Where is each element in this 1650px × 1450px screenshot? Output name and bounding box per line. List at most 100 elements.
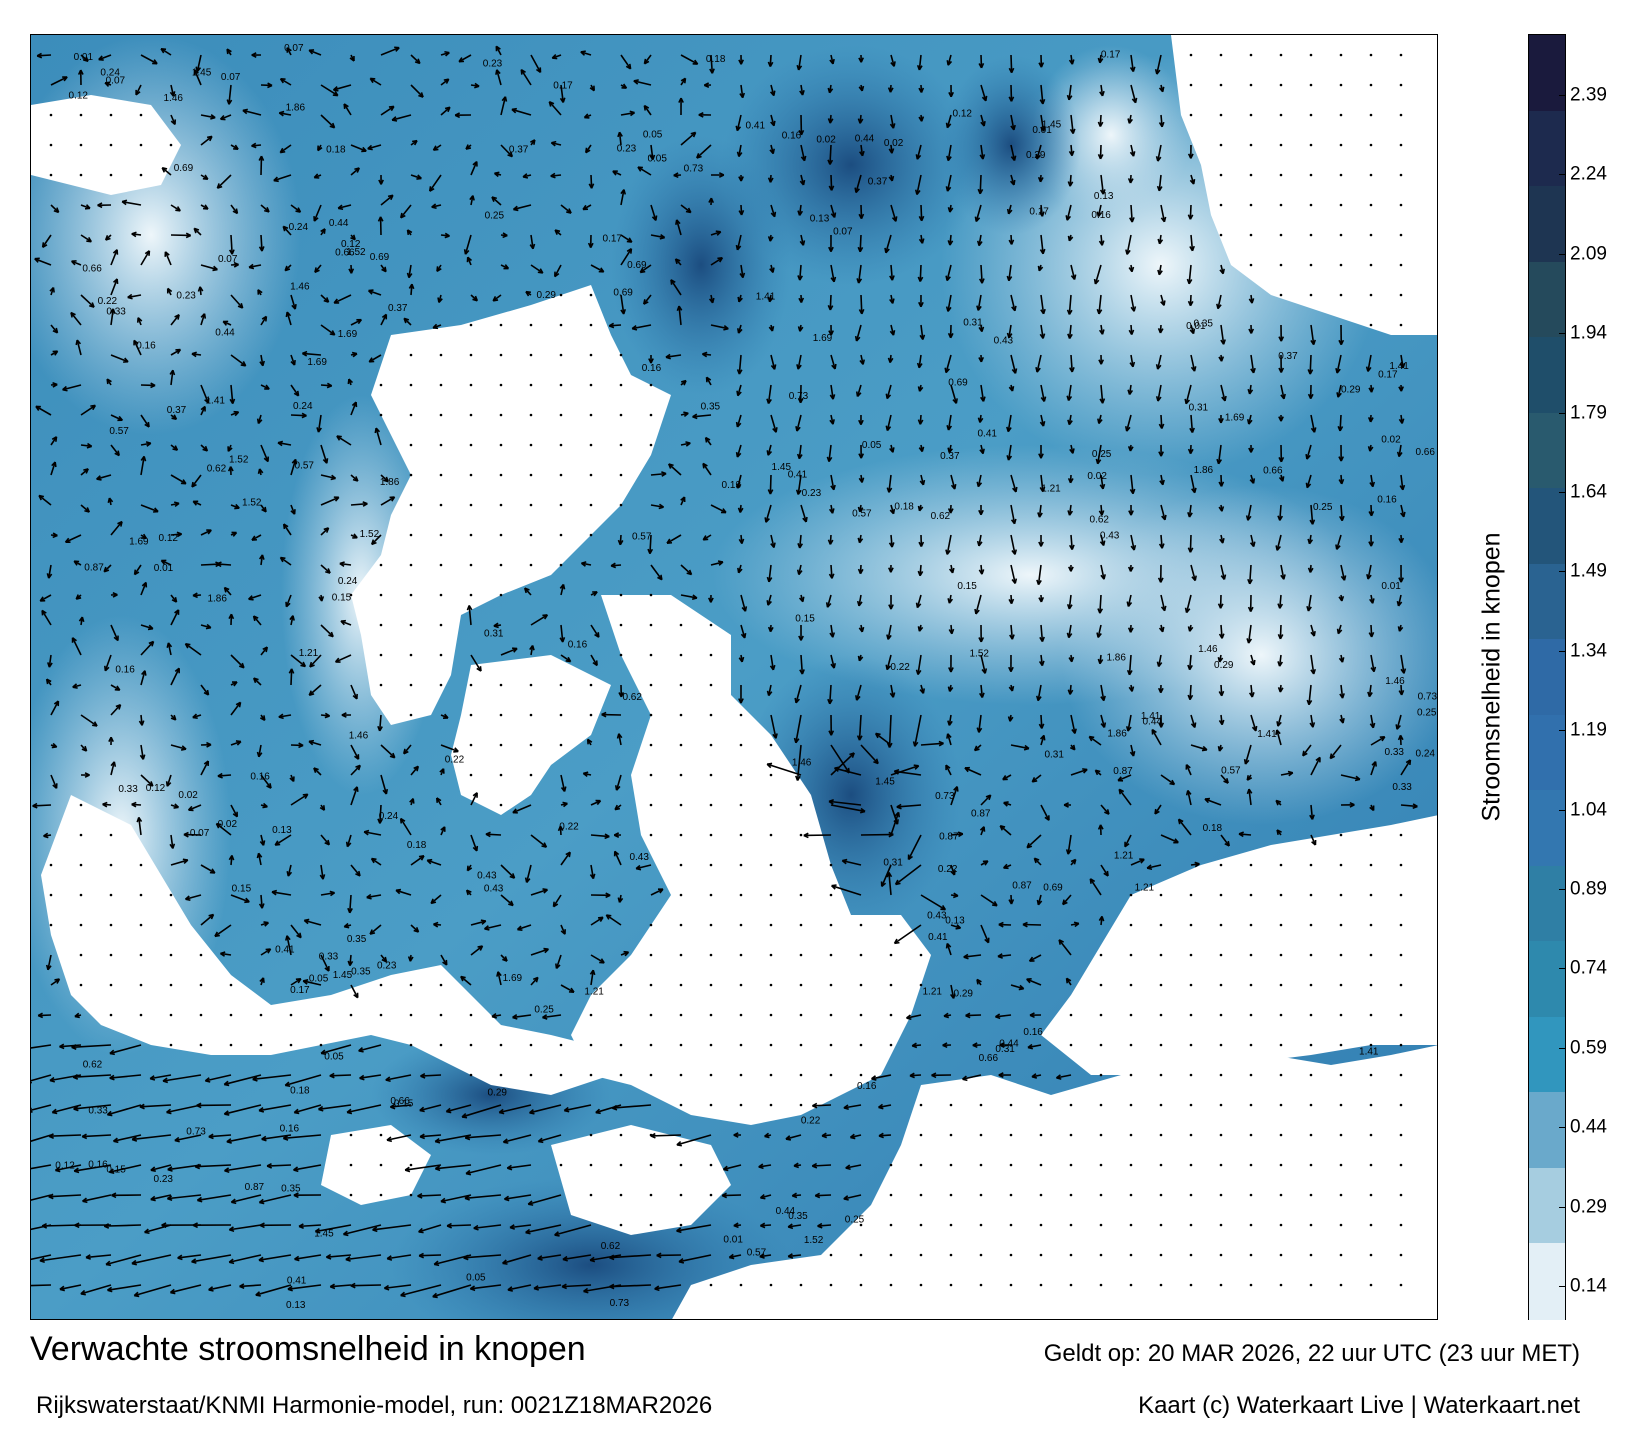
current-arrow-shaft xyxy=(350,144,367,152)
map-canvas[interactable]: 0.440.370.430.620.160.070.120.130.250.16… xyxy=(31,35,1438,1320)
current-arrow-head xyxy=(233,410,240,417)
current-arrow-head xyxy=(436,266,442,272)
current-arrow-head xyxy=(767,296,774,303)
current-arrow-head xyxy=(32,802,38,809)
current-arrow-head xyxy=(1129,488,1136,495)
current-arrow-head xyxy=(609,1254,615,1261)
speed-value-label: 0.73 xyxy=(186,1127,206,1138)
current-arrow-head xyxy=(173,501,180,508)
current-arrow-head xyxy=(378,179,384,185)
current-arrow-shaft xyxy=(31,1104,52,1112)
speed-value-label: 1.46 xyxy=(290,282,310,293)
current-arrow-head xyxy=(1185,789,1192,796)
current-arrow-head xyxy=(290,509,296,515)
land-grid-dot xyxy=(409,623,413,627)
current-arrow-head xyxy=(259,360,265,367)
land-grid-dot xyxy=(1399,113,1403,117)
current-arrow-head xyxy=(59,1285,65,1292)
current-arrow-shaft xyxy=(537,1254,562,1260)
current-arrow-head xyxy=(108,736,114,743)
legend-segment xyxy=(1529,1092,1565,1169)
current-speed-map[interactable]: 0.44 0.37 0.43 0.62 0.16 0.07 0.12 0.13 0.25 0.16… xyxy=(30,34,1438,1320)
current-arrow-head xyxy=(343,922,350,929)
current-arrow-shaft xyxy=(410,54,421,64)
current-arrow-head xyxy=(164,251,170,257)
current-arrow-head xyxy=(480,919,487,925)
current-arrow-head xyxy=(998,921,1004,928)
current-arrow-shaft xyxy=(1010,54,1013,73)
current-arrow-shaft xyxy=(1335,534,1342,550)
current-arrow-head xyxy=(1247,388,1254,395)
current-arrow-head xyxy=(377,216,384,222)
current-arrow-shaft xyxy=(290,668,293,686)
current-arrow-head xyxy=(554,271,560,278)
current-arrow-shaft xyxy=(380,46,400,56)
current-arrow-head xyxy=(530,139,536,145)
current-arrow-head xyxy=(333,298,340,304)
current-arrow-head xyxy=(917,276,924,282)
land-grid-dot xyxy=(1339,923,1343,927)
land-grid-dot xyxy=(1099,1043,1103,1047)
current-arrow-head xyxy=(758,1163,764,1170)
current-arrow-head xyxy=(400,212,406,219)
current-arrow-shaft xyxy=(110,761,116,776)
current-arrow-shaft xyxy=(538,1134,562,1143)
current-arrow-shaft xyxy=(916,594,922,608)
current-arrow-shaft xyxy=(280,78,292,86)
current-arrow-shaft xyxy=(589,1254,622,1262)
current-arrow-head xyxy=(202,174,209,180)
current-arrow-head xyxy=(525,290,531,297)
current-arrow-shaft xyxy=(797,54,802,71)
current-arrow-head xyxy=(1127,118,1133,124)
land-grid-dot xyxy=(1189,113,1193,117)
current-arrow-shaft xyxy=(995,1014,1012,1018)
land-grid-dot xyxy=(1339,233,1343,237)
current-arrow-shaft xyxy=(110,444,120,457)
current-arrow-head xyxy=(618,692,625,698)
current-arrow-head xyxy=(537,268,544,274)
land-grid-dot xyxy=(1369,863,1373,867)
current-arrow-shaft xyxy=(110,624,119,641)
land-grid-dot xyxy=(1309,1133,1313,1137)
legend-tick-mark xyxy=(1559,174,1566,176)
current-arrow-head xyxy=(1125,249,1131,255)
land-grid-dot xyxy=(649,683,653,687)
current-arrow-head xyxy=(432,1292,438,1299)
current-arrow-shaft xyxy=(650,472,667,476)
speed-value-label: 0.16 xyxy=(280,1124,300,1135)
land-grid-dot xyxy=(1399,923,1403,927)
current-arrow-shaft xyxy=(96,474,112,480)
current-arrow-shaft xyxy=(372,1224,412,1231)
current-arrow-head xyxy=(389,496,396,502)
current-arrow-shaft xyxy=(468,605,472,626)
land-grid-dot xyxy=(919,1103,923,1107)
current-arrow-shaft xyxy=(890,534,893,548)
current-arrow-head xyxy=(680,379,687,386)
current-arrow-shaft xyxy=(464,1194,502,1200)
land-grid-dot xyxy=(649,743,653,747)
land-grid-dot xyxy=(1339,1193,1343,1197)
land-grid-dot xyxy=(1129,893,1133,897)
land-grid-dot xyxy=(319,1043,323,1047)
current-arrow-head xyxy=(144,1228,150,1235)
land-grid-dot xyxy=(919,1193,923,1197)
current-arrow-head xyxy=(1395,724,1401,730)
current-arrow-head xyxy=(1146,864,1153,871)
land-grid-dot xyxy=(1099,1103,1103,1107)
current-arrow-head xyxy=(180,745,187,751)
current-arrow-head xyxy=(580,561,587,567)
land-grid-dot xyxy=(529,323,533,327)
current-arrow-shaft xyxy=(980,924,990,944)
current-arrow-shaft xyxy=(32,804,52,807)
land-grid-dot xyxy=(709,803,713,807)
current-arrow-head xyxy=(1218,506,1225,512)
current-arrow-head xyxy=(465,889,472,896)
current-arrow-head xyxy=(324,966,330,972)
land-grid-dot xyxy=(1399,53,1403,57)
current-arrow-shaft xyxy=(890,54,895,67)
current-arrow-head xyxy=(174,667,180,674)
current-arrow-head xyxy=(323,297,330,303)
current-arrow-shaft xyxy=(258,1104,292,1112)
land-grid-dot xyxy=(139,863,143,867)
current-arrow-head xyxy=(1349,801,1355,808)
